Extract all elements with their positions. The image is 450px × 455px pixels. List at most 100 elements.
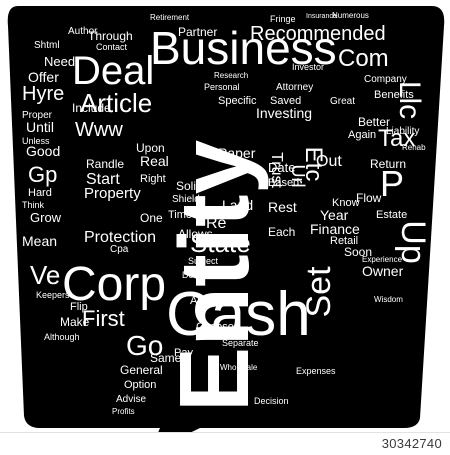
word-one: One <box>140 211 163 225</box>
word-again: Again <box>348 129 376 141</box>
word-flip: Flip <box>70 301 88 313</box>
word-finance: Finance <box>310 221 360 237</box>
word-real: Real <box>140 153 169 169</box>
word-liability: Liability <box>386 126 419 137</box>
word-company: Company <box>364 74 407 85</box>
word-hyre: Hyre <box>22 83 64 105</box>
word-choose: Choose <box>196 321 234 333</box>
word-randle: Randle <box>86 157 124 171</box>
word-year: Year <box>320 207 349 223</box>
word-property: Property <box>84 185 141 202</box>
word-numerous: Numerous <box>332 11 369 20</box>
word-grow: Grow <box>30 210 62 225</box>
word-business: Business <box>150 22 337 74</box>
word-rehab: Rehab <box>402 143 426 152</box>
word-flow: Flow <box>356 191 382 205</box>
word-device: Device <box>182 270 210 280</box>
word-decision: Decision <box>254 396 289 406</box>
word-tax: Tax <box>378 125 415 152</box>
word-contact: Contact <box>96 42 128 52</box>
word-unless: Unless <box>22 136 50 146</box>
word-based: Based <box>268 177 299 189</box>
word-insurance: Insurance <box>306 13 337 20</box>
word-author: Author <box>68 26 98 37</box>
word-hard: Hard <box>28 187 52 199</box>
word-mean: Mean <box>22 233 57 249</box>
word-ve: Ve <box>30 260 60 290</box>
word-experience: Experience <box>362 255 403 264</box>
word-partner: Partner <box>178 25 217 39</box>
word-shield: Shield <box>172 194 200 205</box>
word-start: Start <box>86 171 120 188</box>
word-estate: Estate <box>376 209 407 221</box>
word-profits: Profits <box>112 407 135 416</box>
word-subject: Subject <box>188 256 219 266</box>
word-option: Option <box>124 379 156 391</box>
word-time: Time <box>168 209 192 221</box>
word-expenses: Expenses <box>296 366 336 376</box>
word-pay: Pay <box>174 347 193 359</box>
word-paper: Paper <box>218 145 256 161</box>
word-cash: Cash <box>166 280 311 349</box>
word-upon: Upon <box>136 141 165 155</box>
word-state: State <box>190 228 251 258</box>
word-up: Up <box>394 220 432 263</box>
word-investor: Investor <box>292 62 324 72</box>
speech-bubble-shape <box>7 6 445 452</box>
word-fringe: Fringe <box>270 14 296 24</box>
word-research: Research <box>214 71 248 80</box>
word-general: General <box>120 363 163 377</box>
word-advise: Advise <box>116 394 146 405</box>
word-p: P <box>380 163 404 204</box>
word-solid: Solid <box>176 179 203 193</box>
word-keepers: Keepers <box>36 290 70 300</box>
word-proper: Proper <box>22 110 53 121</box>
word-url: Url <box>288 165 308 188</box>
word-owner: Owner <box>362 263 404 279</box>
word-know: Know <box>332 197 360 209</box>
word-date: Date <box>268 160 295 175</box>
image-id-label: 30342740 <box>381 436 442 451</box>
word-etc: Etc <box>300 147 327 182</box>
word-wholesale: Wholesale <box>220 363 258 372</box>
word-think: Think <box>22 200 45 210</box>
word-allows: Allows <box>178 227 213 241</box>
word-www: Www <box>75 119 123 141</box>
word-although: Although <box>44 332 80 342</box>
word-asset: Asset <box>190 295 218 307</box>
word-retirement: Retirement <box>150 13 190 22</box>
word-rest: Rest <box>268 199 297 215</box>
word-protection: Protection <box>84 229 156 246</box>
word-article: Article <box>80 88 152 118</box>
word-land: Land <box>222 197 253 213</box>
word-soon: Soon <box>344 245 372 259</box>
word-great: Great <box>330 96 355 107</box>
word-first: First <box>82 306 125 331</box>
word-re: Re <box>206 215 227 232</box>
word-set: Set <box>300 266 338 318</box>
word-better: Better <box>358 115 390 129</box>
word-include: Include <box>72 101 111 115</box>
word-trust: Trust <box>268 152 285 188</box>
word-separate: Separate <box>222 338 259 348</box>
word-com: Com <box>338 45 389 72</box>
word-until: Until <box>26 119 54 135</box>
word-attorney: Attorney <box>276 82 313 93</box>
word-wisdom: Wisdom <box>374 295 403 304</box>
word-make: Make <box>60 315 90 329</box>
word-need: Need <box>44 54 75 69</box>
word-retail: Retail <box>330 235 358 247</box>
word-right: Right <box>140 173 166 185</box>
word-cpa: Cpa <box>110 244 129 255</box>
word-saved: Saved <box>270 95 301 107</box>
stock-footer: 30342740 <box>0 432 450 455</box>
word-personal: Personal <box>204 82 240 92</box>
word-return: Return <box>370 157 406 171</box>
word-gp: Gp <box>28 162 57 187</box>
word-llc: Llc <box>393 81 426 119</box>
word-specific: Specific <box>218 95 257 107</box>
word-recommended: Recommended <box>250 23 386 45</box>
word-corp: Corp <box>62 258 166 311</box>
word-deal: Deal <box>72 49 154 93</box>
